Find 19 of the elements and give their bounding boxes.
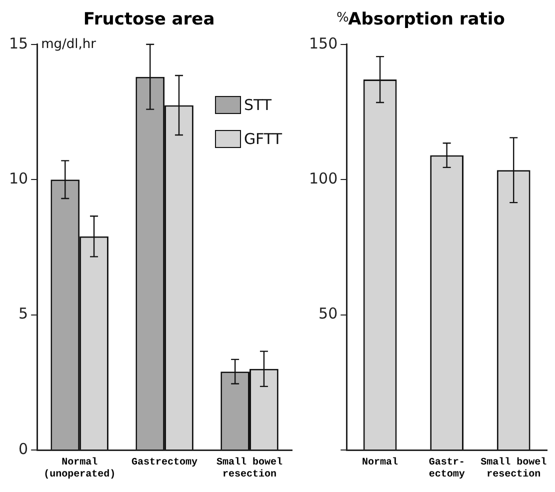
x-tick-label: Gastr- ectomy	[428, 458, 465, 481]
chart-title: Absorption ratio	[348, 10, 505, 30]
y-tick-label: 15	[8, 34, 28, 52]
y-axis-title: mg/dl,hr	[41, 36, 97, 52]
x-tick-label: Gastrectomy	[132, 458, 198, 469]
y-tick-label: 10	[8, 169, 28, 188]
y-tick-label: 5	[18, 304, 28, 323]
x-tick-label: Small bowel resection	[480, 456, 547, 481]
chart-title: Fructose area	[83, 10, 215, 30]
y-tick-label: 50	[318, 304, 338, 323]
y-tick-label: 100	[308, 169, 338, 188]
x-tick-label: Normal (unoperated)	[44, 456, 116, 481]
x-tick-label: Small bowel resection	[216, 456, 283, 481]
legend-label: STT	[244, 96, 272, 114]
legend-label: GFTT	[244, 130, 282, 148]
x-tick-label: Normal	[362, 456, 398, 469]
y-axis-title: %	[336, 10, 349, 26]
y-tick-label: 0	[18, 440, 28, 458]
y-tick-label: 150	[308, 34, 338, 52]
